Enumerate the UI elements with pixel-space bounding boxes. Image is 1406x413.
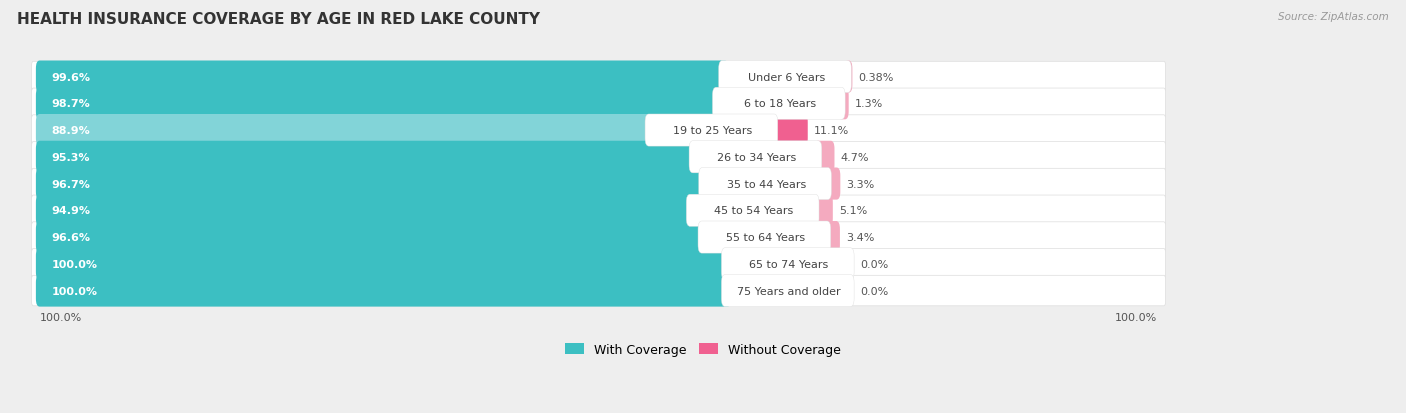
Text: 95.3%: 95.3% bbox=[52, 152, 90, 162]
FancyBboxPatch shape bbox=[37, 62, 728, 93]
FancyBboxPatch shape bbox=[31, 222, 1166, 253]
Text: 3.4%: 3.4% bbox=[846, 233, 875, 242]
Text: 94.9%: 94.9% bbox=[52, 206, 91, 216]
FancyBboxPatch shape bbox=[844, 62, 852, 93]
Text: 75 Years and older: 75 Years and older bbox=[737, 286, 841, 296]
FancyBboxPatch shape bbox=[824, 168, 841, 200]
Legend: With Coverage, Without Coverage: With Coverage, Without Coverage bbox=[561, 338, 845, 361]
FancyBboxPatch shape bbox=[824, 221, 839, 254]
FancyBboxPatch shape bbox=[697, 221, 831, 254]
Text: 1.3%: 1.3% bbox=[855, 99, 883, 109]
FancyBboxPatch shape bbox=[689, 141, 821, 173]
FancyBboxPatch shape bbox=[31, 169, 1166, 199]
Text: 100.0%: 100.0% bbox=[52, 259, 98, 269]
Text: 35 to 44 Years: 35 to 44 Years bbox=[727, 179, 806, 189]
Text: 98.7%: 98.7% bbox=[52, 99, 90, 109]
Text: 55 to 64 Years: 55 to 64 Years bbox=[725, 233, 806, 242]
Text: 0.38%: 0.38% bbox=[859, 72, 894, 82]
FancyBboxPatch shape bbox=[31, 196, 1166, 226]
FancyBboxPatch shape bbox=[31, 275, 1166, 306]
FancyBboxPatch shape bbox=[37, 115, 655, 147]
Text: 4.7%: 4.7% bbox=[841, 152, 869, 162]
Text: 19 to 25 Years: 19 to 25 Years bbox=[673, 126, 752, 136]
Text: 0.0%: 0.0% bbox=[860, 259, 889, 269]
Text: Source: ZipAtlas.com: Source: ZipAtlas.com bbox=[1278, 12, 1389, 22]
FancyBboxPatch shape bbox=[31, 249, 1166, 279]
Text: 0.0%: 0.0% bbox=[860, 286, 889, 296]
FancyBboxPatch shape bbox=[814, 141, 835, 173]
Text: 88.9%: 88.9% bbox=[52, 126, 90, 136]
FancyBboxPatch shape bbox=[31, 142, 1166, 173]
FancyBboxPatch shape bbox=[811, 195, 832, 227]
FancyBboxPatch shape bbox=[721, 275, 853, 307]
Text: Under 6 Years: Under 6 Years bbox=[748, 72, 825, 82]
Text: 26 to 34 Years: 26 to 34 Years bbox=[717, 152, 796, 162]
FancyBboxPatch shape bbox=[37, 275, 731, 307]
FancyBboxPatch shape bbox=[31, 62, 1166, 93]
FancyBboxPatch shape bbox=[713, 88, 845, 120]
Text: 6 to 18 Years: 6 to 18 Years bbox=[744, 99, 815, 109]
FancyBboxPatch shape bbox=[699, 168, 831, 200]
Text: 100.0%: 100.0% bbox=[39, 312, 82, 322]
Text: 100.0%: 100.0% bbox=[52, 286, 98, 296]
FancyBboxPatch shape bbox=[37, 88, 723, 120]
Text: HEALTH INSURANCE COVERAGE BY AGE IN RED LAKE COUNTY: HEALTH INSURANCE COVERAGE BY AGE IN RED … bbox=[17, 12, 540, 27]
FancyBboxPatch shape bbox=[645, 115, 778, 147]
Text: 99.6%: 99.6% bbox=[52, 72, 91, 82]
FancyBboxPatch shape bbox=[838, 88, 849, 120]
FancyBboxPatch shape bbox=[37, 195, 696, 227]
FancyBboxPatch shape bbox=[721, 248, 853, 280]
FancyBboxPatch shape bbox=[770, 115, 808, 147]
Text: 96.6%: 96.6% bbox=[52, 233, 91, 242]
FancyBboxPatch shape bbox=[37, 168, 709, 200]
FancyBboxPatch shape bbox=[37, 248, 731, 280]
Text: 5.1%: 5.1% bbox=[839, 206, 868, 216]
Text: 45 to 54 Years: 45 to 54 Years bbox=[714, 206, 793, 216]
Text: 3.3%: 3.3% bbox=[846, 179, 875, 189]
Text: 96.7%: 96.7% bbox=[52, 179, 91, 189]
Text: 11.1%: 11.1% bbox=[814, 126, 849, 136]
FancyBboxPatch shape bbox=[31, 89, 1166, 119]
FancyBboxPatch shape bbox=[686, 195, 820, 227]
FancyBboxPatch shape bbox=[37, 141, 699, 173]
FancyBboxPatch shape bbox=[37, 221, 707, 254]
FancyBboxPatch shape bbox=[31, 116, 1166, 146]
Text: 100.0%: 100.0% bbox=[1115, 312, 1157, 322]
Text: 65 to 74 Years: 65 to 74 Years bbox=[749, 259, 828, 269]
FancyBboxPatch shape bbox=[718, 62, 852, 93]
